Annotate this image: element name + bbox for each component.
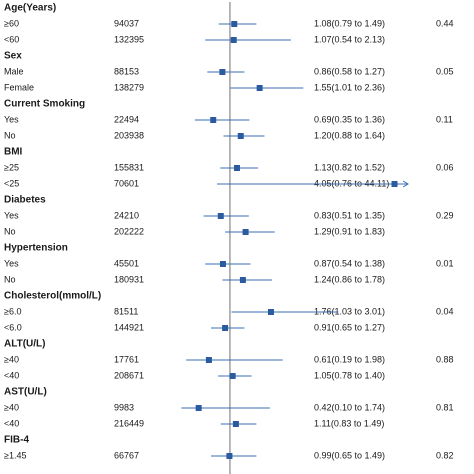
group-title: Age(Years) [4, 3, 56, 14]
group-title: Sex [4, 51, 22, 62]
row-label: ≥1.45 [4, 450, 26, 460]
group-title: Hypertension [4, 243, 68, 254]
estimate-ci-text: 4.05(0.76 to 44.11) [314, 178, 389, 188]
estimate-ci-text: 0.91(0.65 to 1.27) [314, 322, 385, 332]
row-label: Male [4, 66, 24, 76]
p-interaction: 0.81 [436, 402, 454, 412]
row-label: Yes [4, 114, 19, 124]
group-title: ALT(U/L) [4, 339, 45, 350]
point-estimate-marker [237, 133, 244, 139]
row-label: <25 [4, 178, 19, 188]
group-title: Diabetes [4, 195, 46, 206]
sample-size: 202222 [114, 226, 144, 236]
point-estimate-marker [239, 277, 246, 283]
estimate-ci-text: 1.29(0.91 to 1.83) [314, 226, 385, 236]
row-label: <60 [4, 34, 19, 44]
point-estimate-marker [210, 117, 217, 123]
sample-size: 216449 [114, 418, 144, 428]
row-label: ≥40 [4, 402, 19, 412]
p-interaction: 0.29 [436, 210, 454, 220]
estimate-ci-text: 0.99(0.65 to 1.49) [314, 450, 385, 460]
sample-size: 138279 [114, 82, 144, 92]
group-title: FIB-4 [4, 435, 29, 446]
sample-size: 45501 [114, 258, 139, 268]
group-title: AST(U/L) [4, 387, 47, 398]
point-estimate-marker [205, 357, 212, 363]
estimate-ci-text: 1.05(0.78 to 1.40) [314, 370, 385, 380]
estimate-ci-text: 1.20(0.88 to 1.64) [314, 130, 385, 140]
point-estimate-marker [267, 309, 274, 315]
p-interaction: 0.04 [436, 306, 454, 316]
estimate-ci-text: 1.24(0.86 to 1.78) [314, 274, 385, 284]
estimate-ci-text: 0.83(0.51 to 1.35) [314, 210, 385, 220]
estimate-ci-text: 1.76(1.03 to 3.01) [314, 306, 385, 316]
sample-size: 180931 [114, 274, 144, 284]
estimate-ci-text: 1.08(0.79 to 1.49) [314, 18, 385, 28]
point-estimate-marker [226, 453, 233, 459]
sample-size: 66767 [114, 450, 139, 460]
sample-size: 17761 [114, 354, 139, 364]
estimate-ci-text: 0.86(0.58 to 1.27) [314, 66, 385, 76]
row-label: Yes [4, 258, 19, 268]
p-interaction: 0.05 [436, 66, 454, 76]
estimate-ci-text: 0.61(0.19 to 1.98) [314, 354, 385, 364]
sample-size: 24210 [114, 210, 139, 220]
group-title: Cholesterol(mmol/L) [4, 291, 101, 302]
row-label: No [4, 274, 16, 284]
point-estimate-marker [195, 405, 202, 411]
point-estimate-marker [232, 421, 239, 427]
point-estimate-marker [219, 69, 226, 75]
estimate-ci-text: 1.11(0.83 to 1.49) [314, 418, 384, 428]
ci-arrow-right [402, 180, 409, 188]
p-interaction: 0.01 [436, 258, 454, 268]
point-estimate-marker [219, 261, 226, 267]
point-estimate-marker [230, 37, 237, 43]
sample-size: 9983 [114, 402, 134, 412]
group-title: Current Smoking [4, 99, 85, 110]
row-label: Yes [4, 210, 19, 220]
estimate-ci-text: 1.13(0.82 to 1.52) [314, 162, 385, 172]
point-estimate-marker [391, 181, 398, 187]
row-label: ≥40 [4, 354, 19, 364]
group-title: BMI [4, 147, 23, 158]
sample-size: 70601 [114, 178, 139, 188]
sample-size: 81511 [114, 306, 138, 316]
sample-size: 208671 [114, 370, 144, 380]
row-label: ≥25 [4, 162, 19, 172]
sample-size: 203938 [114, 130, 144, 140]
estimate-ci-text: 0.42(0.10 to 1.74) [314, 402, 385, 412]
estimate-ci-text: 0.87(0.54 to 1.38) [314, 258, 385, 268]
p-interaction: 0.88 [436, 354, 454, 364]
p-interaction: 0.11 [436, 114, 453, 124]
sample-size: 22494 [114, 114, 139, 124]
row-label: No [4, 226, 16, 236]
p-interaction: 0.44 [436, 18, 454, 28]
row-label: No [4, 130, 16, 140]
point-estimate-marker [256, 85, 263, 91]
point-estimate-marker [217, 213, 224, 219]
row-label: ≥6.0 [4, 306, 21, 316]
sample-size: 144921 [114, 322, 144, 332]
point-estimate-marker [242, 229, 249, 235]
point-estimate-marker [229, 373, 236, 379]
sample-size: 155831 [114, 162, 144, 172]
point-estimate-marker [222, 325, 229, 331]
row-label: <40 [4, 370, 19, 380]
sample-size: 94037 [114, 18, 139, 28]
row-label: <6.0 [4, 322, 22, 332]
row-label: Female [4, 82, 34, 92]
estimate-ci-text: 1.55(1.01 to 2.36) [314, 82, 385, 92]
sample-size: 132395 [114, 34, 144, 44]
point-estimate-marker [233, 165, 240, 171]
row-label: ≥60 [4, 18, 19, 28]
estimate-ci-text: 1.07(0.54 to 2.13) [314, 34, 385, 44]
row-label: <40 [4, 418, 19, 428]
p-interaction: 0.06 [436, 162, 454, 172]
p-interaction: 0.82 [436, 450, 454, 460]
sample-size: 88153 [114, 66, 139, 76]
estimate-ci-text: 0.69(0.35 to 1.36) [314, 114, 385, 124]
point-estimate-marker [231, 21, 238, 27]
